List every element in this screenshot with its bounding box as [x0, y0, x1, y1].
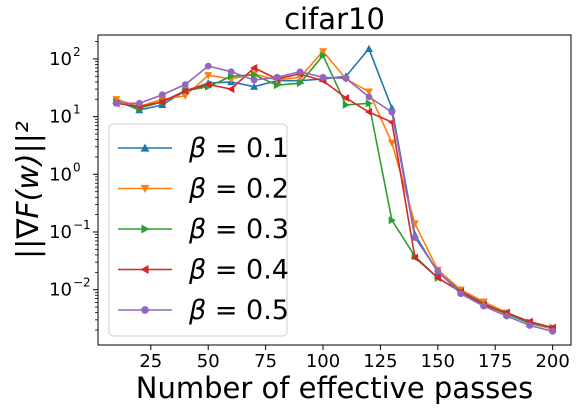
data-point	[250, 63, 258, 72]
data-point	[364, 44, 373, 52]
series-line	[116, 50, 553, 330]
y-tick-exponent: 0	[73, 160, 81, 174]
data-point	[410, 253, 419, 262]
x-tick-label: 125	[363, 351, 397, 372]
y-tick-label: 10	[49, 49, 72, 70]
data-point	[112, 99, 120, 107]
data-point	[526, 322, 534, 329]
data-point	[388, 108, 396, 116]
data-point	[227, 85, 235, 94]
data-point	[434, 267, 442, 275]
data-point	[250, 70, 259, 79]
data-point	[503, 312, 511, 320]
data-point	[411, 234, 419, 241]
legend: β = 0.1 β = 0.2 β = 0.3 β = 0.4 β = 0.5	[108, 123, 289, 337]
data-point	[141, 306, 149, 314]
data-point	[158, 100, 167, 109]
legend-entry-2: β = 0.2	[118, 174, 289, 205]
chart-title: cifar10	[284, 2, 385, 36]
data-point	[342, 74, 350, 82]
data-point	[364, 88, 373, 96]
data-point	[181, 81, 189, 88]
data-point	[140, 265, 149, 274]
data-point	[319, 48, 328, 56]
series-5	[112, 62, 557, 335]
data-point	[479, 298, 488, 306]
data-point	[433, 273, 442, 282]
data-point	[204, 72, 213, 80]
y-tick-exponent: 2	[73, 45, 81, 59]
data-point	[250, 82, 259, 90]
data-point	[204, 62, 212, 70]
data-point	[296, 68, 304, 76]
legend-entry-1: β = 0.1	[118, 133, 289, 164]
series-2	[112, 48, 557, 333]
data-point	[140, 184, 150, 193]
x-tick-label: 175	[478, 351, 512, 372]
data-point	[250, 76, 258, 84]
y-tick-exponent: 1	[73, 103, 81, 117]
x-tick-label: 75	[254, 351, 277, 372]
data-point	[388, 216, 396, 225]
y-tick-label: 10	[49, 164, 72, 185]
data-point	[273, 73, 281, 81]
data-point	[158, 96, 167, 104]
data-point	[364, 108, 373, 117]
x-axis-label: Number of effective passes	[136, 371, 534, 405]
y-tick-label: 10	[49, 280, 72, 301]
data-point	[457, 290, 465, 298]
data-point	[387, 139, 396, 147]
data-point	[112, 96, 121, 104]
legend-label: β = 0.2	[188, 174, 289, 205]
data-point	[342, 100, 350, 109]
x-tick-label: 50	[197, 351, 220, 372]
y-axis-label: ||∇F(w)||²	[11, 121, 46, 259]
data-point	[273, 81, 282, 90]
x-tick-label: 150	[421, 351, 455, 372]
data-point	[480, 302, 488, 310]
data-point	[365, 93, 373, 101]
data-point	[181, 86, 189, 95]
data-point	[319, 51, 328, 60]
data-point	[549, 327, 557, 335]
data-point	[341, 94, 350, 103]
x-tick-label: 25	[139, 351, 162, 372]
legend-entry-5: β = 0.5	[118, 295, 289, 326]
plot-frame	[97, 34, 572, 346]
legend-label: β = 0.1	[188, 133, 289, 164]
x-tick-label: 100	[306, 351, 340, 372]
legend-label: β = 0.3	[188, 214, 289, 245]
legend-entry-3: β = 0.3	[118, 214, 289, 245]
y-tick-label: 10	[49, 222, 72, 243]
data-point	[227, 68, 235, 76]
y-tick-exponent: −1	[73, 218, 91, 232]
y-tick-exponent: −2	[73, 276, 91, 290]
data-point	[204, 80, 212, 89]
legend-entry-4: β = 0.4	[118, 255, 289, 286]
data-point	[141, 224, 150, 234]
data-point	[158, 91, 166, 99]
data-point	[319, 73, 327, 81]
legend-label: β = 0.4	[188, 255, 289, 286]
data-point	[135, 99, 143, 107]
plot-area	[112, 44, 557, 335]
x-tick-label: 200	[535, 351, 569, 372]
legend-label: β = 0.5	[188, 295, 289, 326]
data-point	[140, 143, 150, 152]
data-point	[365, 99, 373, 108]
y-tick-label: 10	[49, 107, 72, 128]
legend-box	[108, 123, 288, 337]
series-line	[116, 65, 553, 333]
data-point	[158, 97, 166, 106]
x-axis: 25 50 75 100 125 150 175 200	[139, 345, 570, 372]
data-point	[296, 79, 305, 88]
series-line	[116, 66, 553, 329]
data-point	[181, 92, 190, 100]
